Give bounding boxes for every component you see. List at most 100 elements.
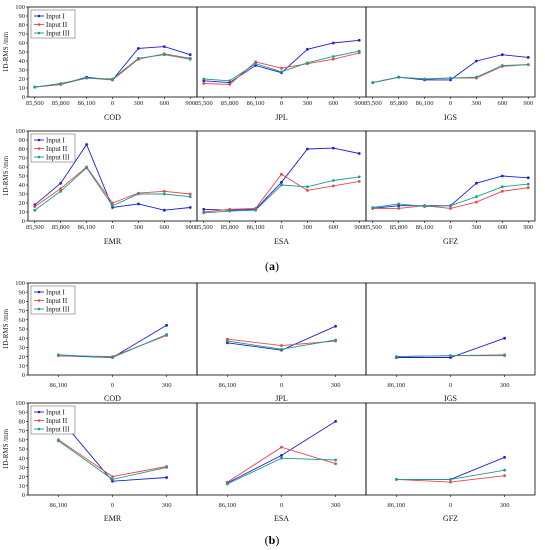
legend-marker xyxy=(37,138,41,142)
data-point xyxy=(449,477,452,481)
data-point xyxy=(57,353,60,357)
panel-frame xyxy=(365,6,536,98)
data-point xyxy=(188,53,192,57)
data-point xyxy=(57,439,60,443)
data-point xyxy=(526,63,530,66)
series-line xyxy=(58,440,167,480)
y-tick-label: 40 xyxy=(19,58,26,65)
legend-marker xyxy=(37,31,41,35)
data-point xyxy=(202,207,206,211)
y-tick-label: 60 xyxy=(19,317,26,324)
data-point xyxy=(449,207,452,210)
data-point xyxy=(500,64,504,67)
data-point xyxy=(306,61,309,65)
x-tick-label: 600 xyxy=(328,100,338,107)
data-point xyxy=(334,338,337,342)
x-tick-label: 86,100 xyxy=(49,382,67,389)
data-point xyxy=(500,189,504,193)
panel-frame xyxy=(365,282,536,376)
legend-marker xyxy=(37,290,41,294)
data-point xyxy=(475,59,478,63)
data-point xyxy=(357,49,361,53)
y-tick-label: 10 xyxy=(19,85,26,92)
x-tick-label: 600 xyxy=(159,224,169,231)
data-point xyxy=(280,70,283,74)
legend-label: Input II xyxy=(46,145,68,153)
y-tick-label: 100 xyxy=(15,128,25,135)
x-tick-label: 300 xyxy=(472,224,482,231)
data-point xyxy=(500,185,504,189)
data-point xyxy=(85,143,88,146)
series-line xyxy=(34,166,191,207)
x-tick-label: 86,100 xyxy=(49,502,67,509)
legend-marker xyxy=(37,299,41,302)
data-point xyxy=(526,182,530,186)
data-point xyxy=(280,183,283,187)
panel-label: EMR xyxy=(104,514,122,523)
data-point xyxy=(331,55,335,58)
data-point xyxy=(331,184,335,188)
y-tick-label: 30 xyxy=(19,191,26,198)
x-tick-label: 300 xyxy=(500,502,510,509)
y-tick-label: 100 xyxy=(15,400,25,407)
data-point xyxy=(165,466,168,469)
data-point xyxy=(59,82,63,85)
data-point xyxy=(226,482,229,486)
data-point xyxy=(280,66,283,70)
data-point xyxy=(395,477,398,481)
data-point xyxy=(306,47,309,51)
data-point xyxy=(331,179,335,182)
data-point xyxy=(280,180,283,184)
panel-frame xyxy=(196,130,367,222)
data-point xyxy=(449,480,452,484)
data-point xyxy=(280,172,283,176)
y-tick-label: 70 xyxy=(19,31,26,38)
y-tick-label: 70 xyxy=(19,308,26,315)
x-tick-label: 900 xyxy=(185,224,195,231)
data-point xyxy=(59,189,63,193)
series-line xyxy=(203,147,360,211)
legend-label: Input I xyxy=(46,136,66,144)
data-point xyxy=(137,202,140,206)
series-line xyxy=(34,53,191,88)
x-tick-label: 0 xyxy=(449,502,452,509)
data-point xyxy=(331,146,335,150)
data-point xyxy=(165,333,168,336)
data-point xyxy=(280,344,283,347)
y-tick-label: 100 xyxy=(15,4,25,11)
legend-label: Input II xyxy=(46,297,68,305)
data-point xyxy=(449,354,452,358)
data-point xyxy=(137,56,140,60)
data-point xyxy=(357,38,361,42)
data-point xyxy=(33,205,37,209)
data-point xyxy=(162,189,166,193)
y-tick-label: 10 xyxy=(19,363,26,370)
data-point xyxy=(228,83,232,86)
data-point xyxy=(254,62,257,66)
data-point xyxy=(306,189,309,192)
data-point xyxy=(334,458,337,462)
panel-frame xyxy=(196,6,367,98)
x-tick-label: 900 xyxy=(354,224,364,231)
series-line xyxy=(396,456,505,480)
series-line xyxy=(227,446,336,483)
y-tick-label: 80 xyxy=(19,22,26,29)
legend-marker xyxy=(37,155,41,159)
y-tick-label: 0 xyxy=(22,218,25,225)
x-tick-label: 86,100 xyxy=(387,502,405,509)
x-tick-label: 85,800 xyxy=(52,224,70,231)
y-tick-label: 90 xyxy=(19,289,26,296)
x-tick-label: 900 xyxy=(523,100,533,107)
legend-label: Input III xyxy=(46,29,70,37)
panel-label: GFZ xyxy=(443,237,458,246)
data-point xyxy=(188,206,192,209)
data-point xyxy=(334,420,337,423)
panel-label: COD xyxy=(104,113,121,122)
x-tick-label: 85,500 xyxy=(195,100,213,107)
y-tick-label: 50 xyxy=(19,49,26,56)
data-point xyxy=(202,77,206,81)
y-tick-label: 80 xyxy=(19,299,26,306)
data-point xyxy=(33,208,37,212)
x-tick-label: 300 xyxy=(500,382,510,389)
